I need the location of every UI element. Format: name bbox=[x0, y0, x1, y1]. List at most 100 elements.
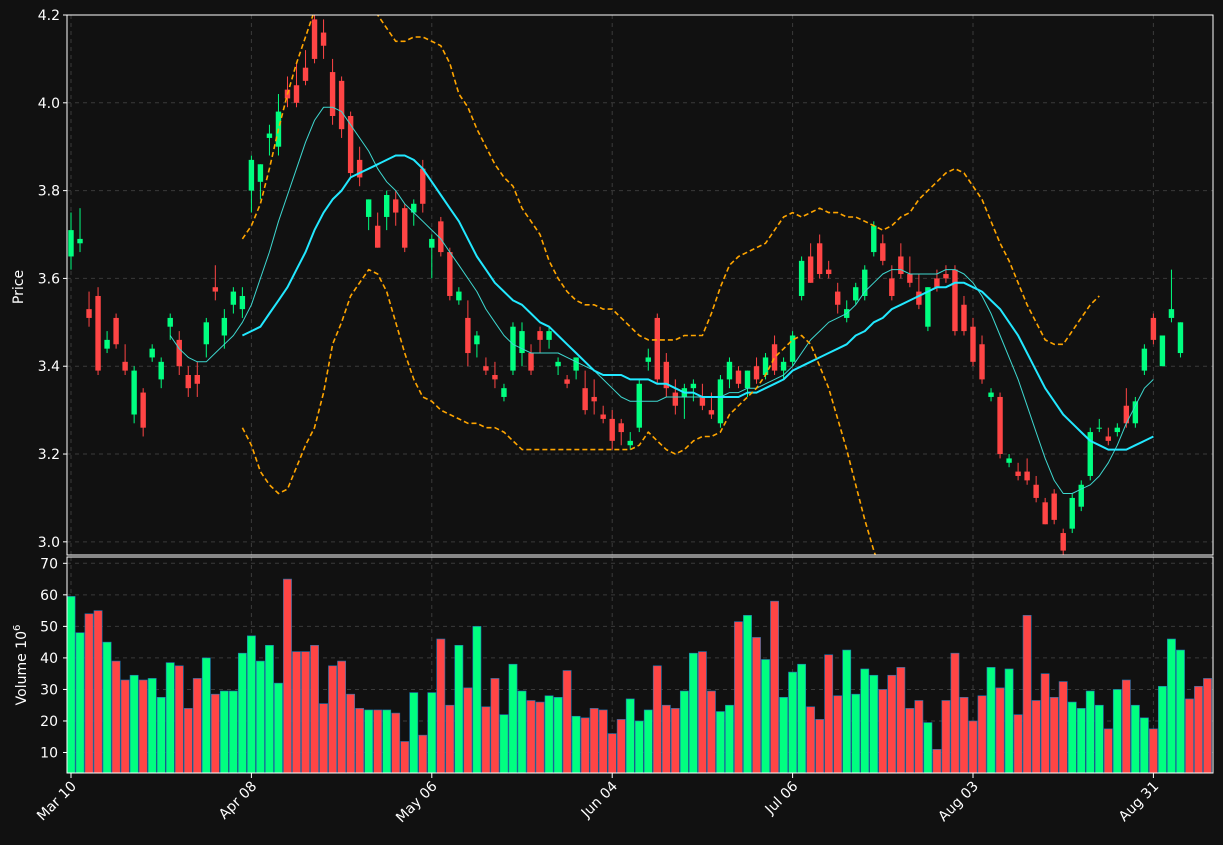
candle-body bbox=[203, 322, 209, 345]
volume-bar bbox=[1176, 649, 1185, 774]
volume-panel-frame bbox=[66, 556, 1214, 774]
candle-body bbox=[807, 256, 814, 283]
price-plot-area bbox=[68, 15, 1184, 555]
candle-body bbox=[898, 256, 904, 275]
candle-body bbox=[600, 414, 606, 419]
volume-bar bbox=[598, 709, 608, 774]
volume-bar bbox=[959, 697, 969, 774]
candle-body bbox=[474, 335, 480, 345]
candle-body bbox=[546, 331, 552, 340]
candle-body bbox=[185, 375, 191, 389]
candle-body bbox=[438, 221, 444, 253]
candle-body bbox=[1060, 533, 1066, 551]
volume-bar bbox=[454, 644, 464, 774]
volume-bar bbox=[580, 717, 590, 774]
candle-body bbox=[365, 199, 372, 217]
volume-bar bbox=[535, 701, 545, 774]
volume-bar bbox=[797, 663, 807, 774]
volume-bar bbox=[634, 720, 644, 774]
volume-bar bbox=[743, 615, 752, 774]
candle-body bbox=[654, 317, 660, 380]
candle-body bbox=[402, 208, 408, 248]
volume-bar bbox=[346, 693, 356, 774]
volume-bar bbox=[183, 708, 193, 774]
candle-body bbox=[880, 243, 886, 261]
volume-bar bbox=[1022, 615, 1032, 774]
volume-bar bbox=[256, 660, 265, 774]
volume-bar bbox=[75, 632, 85, 774]
candle-body bbox=[257, 164, 264, 182]
price-tick-label: 4.2 bbox=[38, 8, 60, 24]
volume-bar bbox=[1185, 698, 1194, 774]
candle-body bbox=[1087, 432, 1093, 476]
candle-body bbox=[1132, 401, 1139, 424]
volume-bar bbox=[914, 700, 924, 774]
volume-tick-label: 60 bbox=[40, 588, 58, 604]
volume-bar bbox=[237, 652, 247, 774]
volume-bar bbox=[409, 692, 419, 774]
candle-body bbox=[212, 287, 219, 292]
candle-body bbox=[627, 440, 633, 446]
candle-body bbox=[266, 133, 273, 138]
volume-bar bbox=[1130, 704, 1140, 774]
candle-body bbox=[230, 291, 237, 305]
candle-body bbox=[510, 326, 516, 371]
volume-bar bbox=[517, 690, 527, 774]
candle-body bbox=[979, 344, 985, 380]
candle-body bbox=[618, 423, 624, 433]
candle-body bbox=[952, 269, 958, 332]
volume-bar bbox=[860, 668, 870, 774]
price-tick-label: 3.2 bbox=[38, 447, 60, 463]
candle-body bbox=[456, 291, 462, 301]
candle-body bbox=[492, 375, 498, 380]
candle-body bbox=[393, 199, 399, 213]
volume-bar bbox=[1203, 678, 1212, 774]
volume-bar bbox=[201, 657, 211, 774]
volume-bar bbox=[1031, 700, 1041, 774]
volume-bar bbox=[562, 670, 572, 774]
volume-bar bbox=[481, 706, 491, 774]
candle-body bbox=[374, 225, 381, 248]
price-panel-area bbox=[67, 15, 1213, 555]
volume-bar bbox=[364, 709, 374, 774]
candle-body bbox=[1042, 502, 1048, 525]
candle-body bbox=[519, 331, 525, 354]
candle-body bbox=[798, 260, 805, 296]
candle-body bbox=[465, 317, 471, 354]
candle-body bbox=[1069, 497, 1075, 529]
candle-body bbox=[1123, 405, 1130, 424]
volume-bar bbox=[770, 600, 779, 774]
volume-bar bbox=[734, 621, 743, 774]
candle-body bbox=[636, 383, 642, 428]
volume-bar bbox=[1085, 690, 1095, 774]
volume-bar bbox=[373, 709, 383, 774]
candle-body bbox=[86, 309, 92, 318]
candle-body bbox=[555, 361, 561, 367]
candle-body bbox=[934, 278, 940, 288]
candle-body bbox=[356, 159, 363, 178]
candle-body bbox=[501, 388, 507, 397]
volume-bar bbox=[210, 693, 220, 774]
candle-body bbox=[726, 361, 733, 380]
volume-bar bbox=[490, 678, 500, 774]
volume-bar bbox=[1194, 685, 1203, 774]
volume-bar bbox=[427, 692, 437, 774]
volume-bar bbox=[977, 695, 987, 774]
volume-bar bbox=[66, 596, 76, 774]
volume-bar bbox=[228, 690, 238, 774]
candle-body bbox=[1051, 493, 1057, 520]
volume-bar bbox=[707, 690, 716, 774]
volume-axis-label-exponent: 6 bbox=[12, 625, 23, 631]
volume-bar bbox=[887, 674, 897, 774]
candle-body bbox=[113, 317, 119, 345]
volume-bar bbox=[337, 660, 346, 774]
band-upper-line bbox=[241, 15, 1100, 346]
volume-bar bbox=[265, 644, 274, 774]
candle-body bbox=[95, 295, 101, 371]
volume-bar bbox=[102, 641, 112, 774]
volume-bar bbox=[788, 671, 797, 774]
volume-bar bbox=[589, 708, 599, 774]
candle-body bbox=[194, 375, 200, 384]
volume-bar bbox=[986, 667, 996, 774]
